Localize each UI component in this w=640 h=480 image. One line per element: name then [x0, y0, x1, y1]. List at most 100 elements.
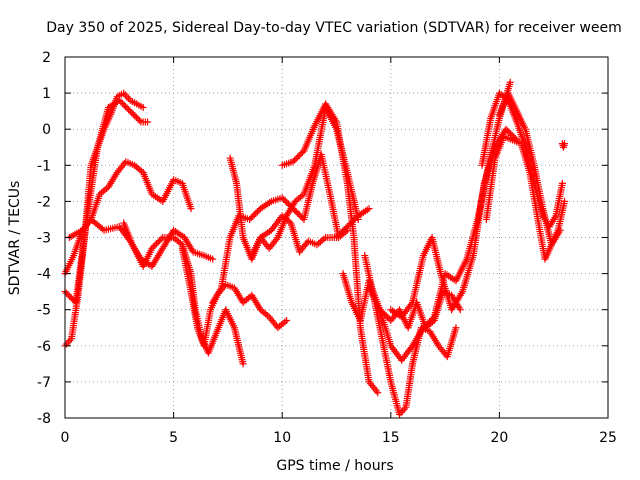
data-point-marker [118, 99, 126, 107]
data-point-marker [64, 291, 72, 299]
x-tick-label: 10 [273, 430, 291, 446]
y-tick-label: -3 [37, 231, 51, 247]
data-point-marker [144, 118, 152, 126]
data-point-marker [249, 212, 257, 220]
y-tick-label: 2 [42, 50, 51, 66]
data-point-marker [502, 125, 510, 133]
data-point-marker [123, 104, 131, 112]
y-axis-label: SDTVAR / TECUs [7, 181, 23, 296]
data-point-marker [297, 212, 305, 220]
data-point-marker [424, 319, 432, 327]
data-point-marker [336, 230, 344, 238]
data-point-marker [292, 155, 300, 163]
data-point-marker [128, 109, 136, 117]
data-point-marker [247, 214, 255, 222]
data-point-marker [69, 295, 77, 303]
x-tick-label: 0 [61, 430, 70, 446]
data-point-marker [342, 224, 350, 232]
data-point-marker [246, 215, 254, 223]
data-point-marker [117, 98, 125, 106]
data-point-marker [125, 106, 133, 114]
data-point-marker [506, 78, 514, 86]
data-point-marker [250, 211, 258, 219]
data-point-marker [339, 227, 347, 235]
data-point-marker [422, 321, 430, 329]
data-point-marker [120, 101, 128, 109]
data-point-marker [288, 203, 296, 211]
data-point-marker [129, 110, 137, 118]
data-point-marker [278, 194, 286, 202]
data-point-marker [157, 235, 165, 243]
data-point-marker [337, 229, 345, 237]
data-point-marker [452, 324, 460, 332]
x-axis-label: GPS time / hours [276, 458, 393, 474]
x-tick-label: 15 [382, 430, 400, 446]
data-point-marker [98, 225, 106, 233]
data-point-marker [151, 241, 159, 249]
data-point-marker [291, 206, 299, 214]
data-point-marker [283, 198, 291, 206]
data-point-marker [340, 226, 348, 234]
data-point-marker [289, 205, 297, 213]
x-tick-label: 20 [490, 430, 508, 446]
axes: 0 5 10 15 20 25 -8 -7 -6 -5 -4 -3 -2 -1 0 1 2 [37, 50, 617, 446]
data-point-marker [374, 389, 382, 397]
data-point-marker [131, 112, 139, 120]
data-point-marker [426, 318, 434, 326]
data-point-marker [209, 255, 217, 263]
y-tick-label: -8 [37, 411, 51, 427]
data-point-marker [280, 195, 288, 203]
y-tick-label: -4 [37, 267, 51, 283]
data-point-marker [239, 360, 247, 368]
data-point-marker [149, 243, 157, 251]
chart-title: Day 350 of 2025, Sidereal Day-to-day VTE… [46, 20, 622, 36]
data-point-marker [134, 115, 142, 123]
y-tick-label: -6 [37, 339, 51, 355]
data-point-marker [419, 324, 427, 332]
data-point-marker [66, 292, 74, 300]
data-point-marker [421, 322, 429, 330]
y-tick-label: -2 [37, 194, 51, 210]
x-tick-label: 25 [599, 430, 617, 446]
data-point-marker [283, 317, 291, 325]
data-point-marker [294, 153, 302, 161]
data-point-marker [135, 116, 143, 124]
data-point-marker [281, 197, 289, 205]
data-point-marker [561, 197, 569, 205]
data-point-marker [187, 205, 195, 213]
series-track-r [558, 140, 569, 151]
data-point-marker [284, 200, 292, 208]
data-point-marker [63, 289, 71, 297]
y-tick-label: 1 [42, 86, 51, 102]
y-tick-label: -7 [37, 375, 51, 391]
data-point-marker [556, 226, 564, 234]
data-point-marker [505, 128, 513, 136]
data-point-marker [384, 313, 392, 321]
data-point-marker [295, 152, 303, 160]
data-point-marker [139, 104, 147, 112]
data-point-marker [289, 158, 297, 166]
data-point-marker [126, 107, 134, 115]
data-point-marker [294, 209, 302, 217]
series-track-q [495, 89, 564, 249]
plot-frame [64, 56, 609, 419]
data-point-marker [153, 240, 161, 248]
series-track-j [278, 100, 382, 397]
data-point-marker [297, 150, 305, 158]
data-point-marker [253, 208, 261, 216]
x-tick-label: 5 [169, 430, 178, 446]
data-point-marker [561, 140, 569, 148]
data-point-marker [351, 215, 359, 223]
data-point-marker [333, 234, 340, 241]
series-track-c [61, 158, 195, 278]
data-point-marker [115, 96, 123, 104]
data-point-marker [334, 232, 342, 240]
data-point-marker [558, 179, 566, 187]
data-point-marker [429, 314, 437, 322]
data-point-marker [365, 205, 373, 213]
y-tick-label: -1 [37, 158, 51, 174]
data-point-marker [291, 156, 299, 164]
data-point-marker [154, 238, 162, 246]
y-tick-label: 0 [42, 122, 51, 138]
